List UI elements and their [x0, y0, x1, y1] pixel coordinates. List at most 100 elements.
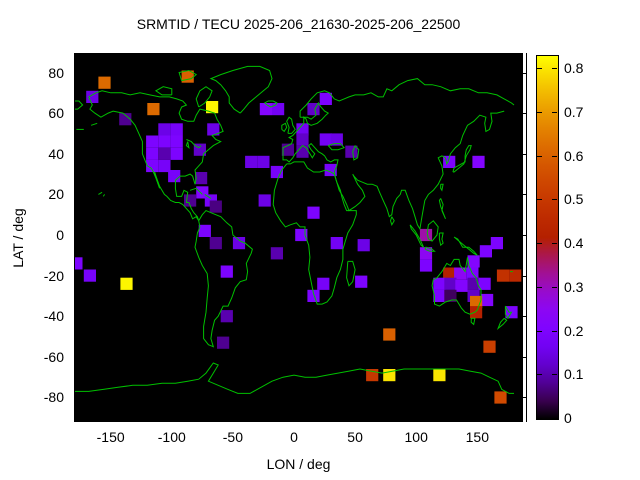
heat-cell	[330, 237, 343, 250]
heat-cell	[220, 310, 233, 323]
heat-cell	[319, 92, 332, 105]
colorbar-tick-label: 0.7	[564, 103, 584, 120]
heat-cell	[444, 289, 457, 302]
colorbar-tick-mark	[537, 418, 542, 419]
plot-right-secondary-border	[526, 53, 527, 422]
x-tick-label: 100	[404, 429, 428, 445]
right-border-tick-mark	[523, 397, 527, 398]
right-border-tick-mark	[523, 113, 527, 114]
heat-cell	[496, 269, 510, 282]
heat-cell	[232, 237, 246, 250]
heat-cell	[317, 277, 330, 290]
x-axis-label: LON / deg	[266, 456, 331, 472]
y-tick-label: -80	[43, 389, 64, 406]
heat-cell	[481, 293, 494, 307]
colorbar-tick-label: 0.6	[564, 147, 584, 164]
heat-cell	[170, 123, 183, 136]
colorbar-tick-mark	[552, 199, 557, 200]
colorbar-tick-label: 0.2	[564, 322, 584, 339]
y-tick-label: -60	[43, 348, 64, 365]
heat-cell	[98, 76, 111, 89]
colorbar-tick-mark	[537, 112, 542, 113]
heat-cell	[433, 289, 446, 302]
right-border-tick-mark	[523, 316, 527, 317]
heat-cell	[295, 228, 308, 242]
heat-cell	[158, 159, 171, 173]
heat-cell	[483, 340, 496, 353]
heat-cell	[170, 135, 183, 148]
heat-cell	[195, 172, 208, 185]
heat-cell	[257, 155, 270, 168]
x-tick-label: -100	[157, 429, 186, 445]
x-tick-label: -150	[96, 429, 125, 445]
heat-cell	[86, 90, 99, 103]
heat-cell	[419, 228, 433, 242]
y-tick-label: -40	[43, 308, 64, 325]
heat-cell	[296, 145, 309, 158]
heat-cell	[455, 279, 468, 292]
heat-cell	[158, 135, 171, 148]
colorbar-tick-mark	[552, 331, 557, 332]
heat-cell	[296, 123, 309, 136]
colorbar-tick-mark	[552, 287, 557, 288]
colorbar-tick-mark	[552, 112, 557, 113]
heat-cell	[467, 255, 480, 268]
heat-cell	[119, 113, 132, 126]
heat-cell	[319, 133, 332, 146]
heat-cell	[270, 247, 283, 260]
heat-cell	[357, 239, 370, 252]
y-tick-label: 80	[48, 64, 64, 81]
y-tick-label: 60	[48, 105, 64, 122]
heat-cell	[296, 133, 309, 146]
heat-cell	[83, 269, 96, 282]
heat-cell	[209, 200, 222, 213]
heat-cell	[120, 277, 133, 290]
heat-cell	[490, 237, 503, 250]
heat-cell	[478, 277, 491, 290]
y-tick-label: 0	[56, 227, 64, 243]
heat-cell	[158, 147, 171, 160]
y-tick-label: -20	[43, 267, 64, 284]
x-tick-label: 150	[465, 429, 489, 445]
colorbar-tick-mark	[552, 68, 557, 69]
heat-cell	[494, 391, 507, 404]
heat-cell	[258, 194, 271, 207]
heat-cell	[206, 101, 219, 114]
heat-cell	[259, 103, 272, 116]
heat-cell	[146, 147, 159, 160]
heat-cell	[472, 155, 485, 168]
colorbar-tick-mark	[537, 331, 542, 332]
heat-cell	[198, 224, 211, 237]
x-tick-label: 50	[347, 429, 363, 445]
heat-cell	[207, 123, 220, 136]
heat-cell	[419, 259, 433, 272]
heat-cell	[355, 275, 368, 288]
heat-cell	[307, 289, 320, 302]
colorbar-tick-label: 0.5	[564, 191, 584, 208]
heat-cell	[443, 267, 456, 280]
heat-cell	[444, 277, 457, 290]
heat-cell	[307, 206, 320, 219]
heat-cell	[330, 133, 343, 146]
heat-cell	[433, 277, 446, 290]
right-border-tick-mark	[523, 154, 527, 155]
y-tick-label: 20	[48, 186, 64, 203]
colorbar-tick-label: 0.1	[564, 366, 584, 383]
heat-cell	[209, 237, 222, 250]
colorbar-tick-label: 0.4	[564, 235, 584, 252]
heat-cell	[345, 145, 358, 158]
map-plot-area	[74, 53, 523, 422]
y-tick-label: 40	[48, 145, 64, 162]
heat-cell	[147, 103, 160, 116]
heatmap-canvas	[74, 53, 523, 422]
colorbar-tick-label: 0.3	[564, 278, 584, 295]
colorbar-gradient	[536, 55, 559, 420]
colorbar-tick-mark	[552, 418, 557, 419]
x-tick-label: 0	[290, 429, 298, 445]
colorbar-tick-label: 0.8	[564, 60, 584, 77]
heat-cell	[146, 135, 159, 148]
right-border-tick-mark	[523, 235, 527, 236]
colorbar-tick-mark	[552, 156, 557, 157]
colorbar-tick-mark	[552, 374, 557, 375]
heat-cell	[74, 257, 83, 270]
